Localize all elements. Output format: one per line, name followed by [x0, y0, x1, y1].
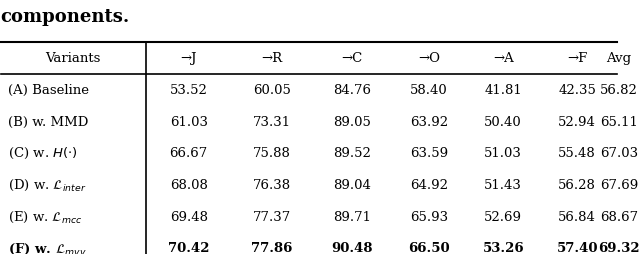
Text: 51.03: 51.03 — [484, 147, 522, 160]
Text: 89.52: 89.52 — [333, 147, 371, 160]
Text: 42.35: 42.35 — [558, 84, 596, 97]
Text: Avg: Avg — [606, 52, 631, 65]
Text: →A: →A — [493, 52, 513, 65]
Text: →J: →J — [180, 52, 197, 65]
Text: 41.81: 41.81 — [484, 84, 522, 97]
Text: 68.08: 68.08 — [170, 178, 208, 191]
Text: 51.43: 51.43 — [484, 178, 522, 191]
Text: 52.69: 52.69 — [484, 210, 522, 223]
Text: 63.59: 63.59 — [410, 147, 448, 160]
Text: 65.93: 65.93 — [410, 210, 448, 223]
Text: 90.48: 90.48 — [332, 242, 373, 254]
Text: 52.94: 52.94 — [558, 115, 596, 128]
Text: 60.05: 60.05 — [253, 84, 291, 97]
Text: →C: →C — [342, 52, 363, 65]
Text: 76.38: 76.38 — [253, 178, 291, 191]
Text: 77.37: 77.37 — [253, 210, 291, 223]
Text: 53.52: 53.52 — [170, 84, 208, 97]
Text: (B) w. MMD: (B) w. MMD — [8, 115, 88, 128]
Text: 65.11: 65.11 — [600, 115, 637, 128]
Text: components.: components. — [1, 8, 130, 26]
Text: 56.28: 56.28 — [558, 178, 596, 191]
Text: 89.04: 89.04 — [333, 178, 371, 191]
Text: (D) w. $\mathcal{L}_{inter}$: (D) w. $\mathcal{L}_{inter}$ — [8, 177, 86, 192]
Text: 56.82: 56.82 — [600, 84, 637, 97]
Text: 69.48: 69.48 — [170, 210, 208, 223]
Text: 64.92: 64.92 — [410, 178, 448, 191]
Text: (A) Baseline: (A) Baseline — [8, 84, 89, 97]
Text: 68.67: 68.67 — [600, 210, 638, 223]
Text: 67.03: 67.03 — [600, 147, 638, 160]
Text: 89.71: 89.71 — [333, 210, 371, 223]
Text: →F: →F — [567, 52, 588, 65]
Text: 70.42: 70.42 — [168, 242, 209, 254]
Text: 89.05: 89.05 — [333, 115, 371, 128]
Text: 66.67: 66.67 — [170, 147, 208, 160]
Text: (E) w. $\mathcal{L}_{mcc}$: (E) w. $\mathcal{L}_{mcc}$ — [8, 209, 83, 224]
Text: →O: →O — [418, 52, 440, 65]
Text: (F) w. $\mathcal{L}_{mvv}$: (F) w. $\mathcal{L}_{mvv}$ — [8, 240, 86, 254]
Text: 50.40: 50.40 — [484, 115, 522, 128]
Text: 56.84: 56.84 — [558, 210, 596, 223]
Text: 84.76: 84.76 — [333, 84, 371, 97]
Text: 58.40: 58.40 — [410, 84, 448, 97]
Text: 61.03: 61.03 — [170, 115, 208, 128]
Text: Variants: Variants — [45, 52, 101, 65]
Text: →R: →R — [261, 52, 282, 65]
Text: 53.26: 53.26 — [483, 242, 524, 254]
Text: (C) w. $\mathit{H}(\cdot)$: (C) w. $\mathit{H}(\cdot)$ — [8, 146, 77, 161]
Text: 66.50: 66.50 — [408, 242, 450, 254]
Text: 73.31: 73.31 — [253, 115, 291, 128]
Text: 55.48: 55.48 — [558, 147, 596, 160]
Text: 67.69: 67.69 — [600, 178, 638, 191]
Text: 69.32: 69.32 — [598, 242, 639, 254]
Text: 63.92: 63.92 — [410, 115, 448, 128]
Text: 75.88: 75.88 — [253, 147, 291, 160]
Text: 77.86: 77.86 — [252, 242, 292, 254]
Text: 57.40: 57.40 — [556, 242, 598, 254]
